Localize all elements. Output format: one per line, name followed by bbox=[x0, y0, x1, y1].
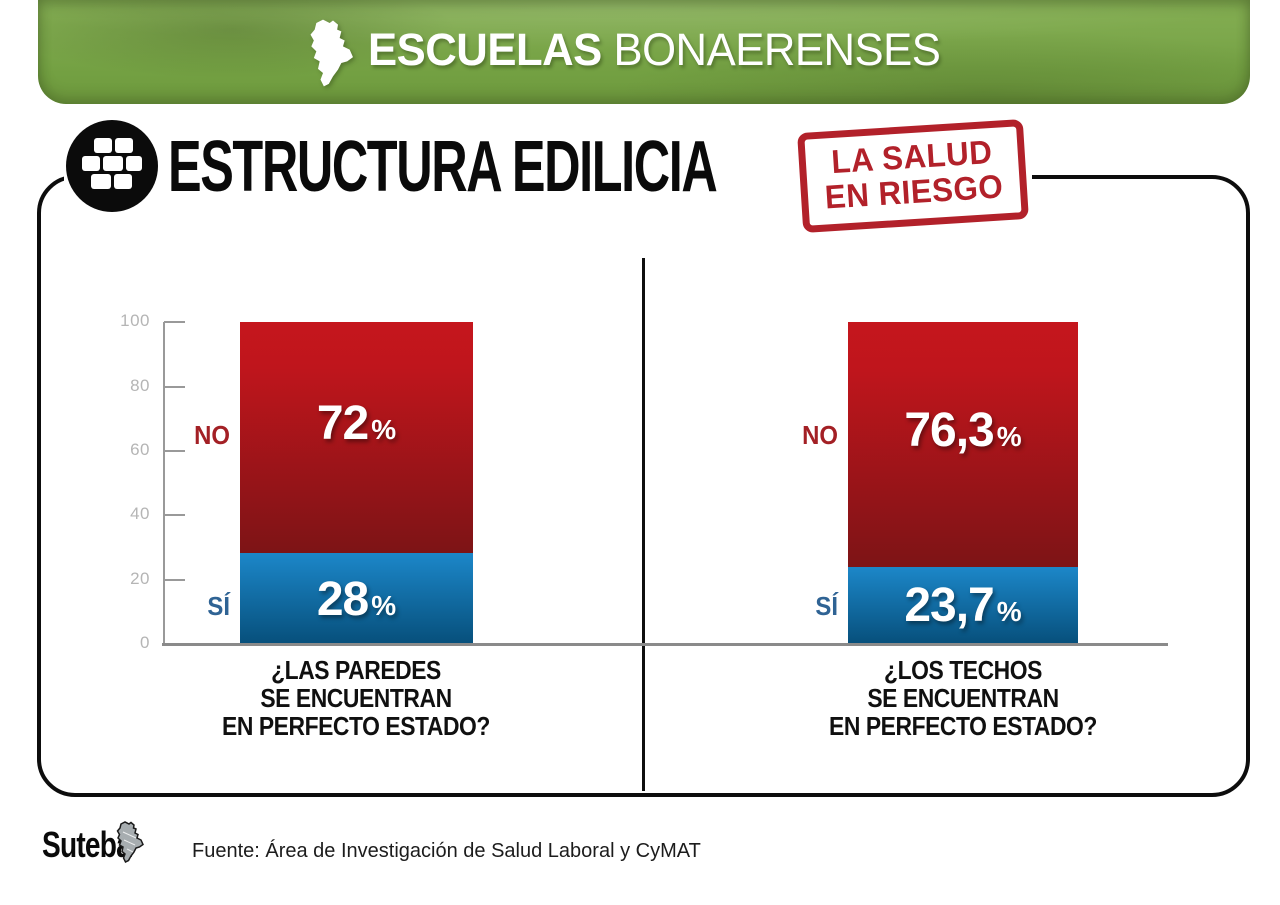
value-label-no: 72 % bbox=[316, 397, 397, 451]
stamp-line-2: EN RIESGO bbox=[823, 167, 1005, 216]
bar-segment-si: 28 % bbox=[240, 553, 473, 643]
bar-segment-si: 23,7 % bbox=[848, 566, 1078, 643]
value-label-si: 23,7 % bbox=[904, 579, 1022, 633]
header-banner: ESCUELAS BONAERENSES bbox=[38, 0, 1250, 104]
value-label-si: 28 % bbox=[316, 572, 397, 626]
percent-sign: % bbox=[996, 596, 1022, 628]
y-tick-mark bbox=[164, 321, 185, 323]
category-label-si: SÍ bbox=[207, 591, 230, 621]
y-tick-label: 80 bbox=[130, 376, 150, 395]
source-attribution: Fuente: Área de Investigación de Salud L… bbox=[192, 840, 701, 862]
bar-techos: 76,3 % 23,7 % bbox=[848, 322, 1078, 643]
y-tick-mark bbox=[164, 579, 185, 581]
y-tick-label: 100 bbox=[120, 311, 150, 330]
value-label-no: 76,3 % bbox=[904, 403, 1022, 457]
brick-wall-icon bbox=[64, 118, 160, 214]
health-risk-stamp: LA SALUD EN RIESGO bbox=[797, 119, 1029, 233]
y-tick-label: 40 bbox=[130, 504, 150, 523]
percent-sign: % bbox=[371, 589, 397, 621]
bar-segment-no: 76,3 % bbox=[848, 322, 1078, 567]
question-techos: ¿LOS TECHOS SE ENCUENTRAN EN PERFECTO ES… bbox=[829, 655, 1097, 741]
category-label-no: NO bbox=[194, 420, 230, 450]
suteba-map-icon bbox=[116, 821, 144, 864]
banner-title-light: BONAERENSES bbox=[613, 24, 941, 75]
banner-title-bold: ESCUELAS bbox=[368, 24, 602, 75]
buenos-aires-map-icon bbox=[310, 19, 353, 87]
y-tick-label: 0 bbox=[140, 633, 150, 652]
y-tick-mark bbox=[164, 450, 185, 452]
category-label-no: NO bbox=[802, 420, 838, 450]
percent-sign: % bbox=[371, 414, 397, 446]
y-tick-label: 60 bbox=[130, 440, 150, 459]
bar-segment-no: 72 % bbox=[240, 322, 473, 554]
x-axis-baseline bbox=[162, 643, 1168, 646]
y-tick-mark bbox=[164, 514, 185, 516]
y-tick-mark bbox=[164, 386, 185, 388]
category-label-si: SÍ bbox=[815, 591, 838, 621]
page-title: ESTRUCTURA EDILICIA bbox=[168, 127, 718, 207]
y-tick-label: 20 bbox=[130, 569, 150, 588]
banner-title: ESCUELAS BONAERENSES bbox=[368, 0, 941, 100]
y-axis-line bbox=[163, 322, 165, 644]
bar-paredes: 72 % 28 % bbox=[240, 322, 473, 643]
percent-sign: % bbox=[996, 420, 1022, 452]
question-paredes: ¿LAS PAREDES SE ENCUENTRAN EN PERFECTO E… bbox=[222, 655, 490, 741]
charts-divider bbox=[642, 258, 645, 791]
